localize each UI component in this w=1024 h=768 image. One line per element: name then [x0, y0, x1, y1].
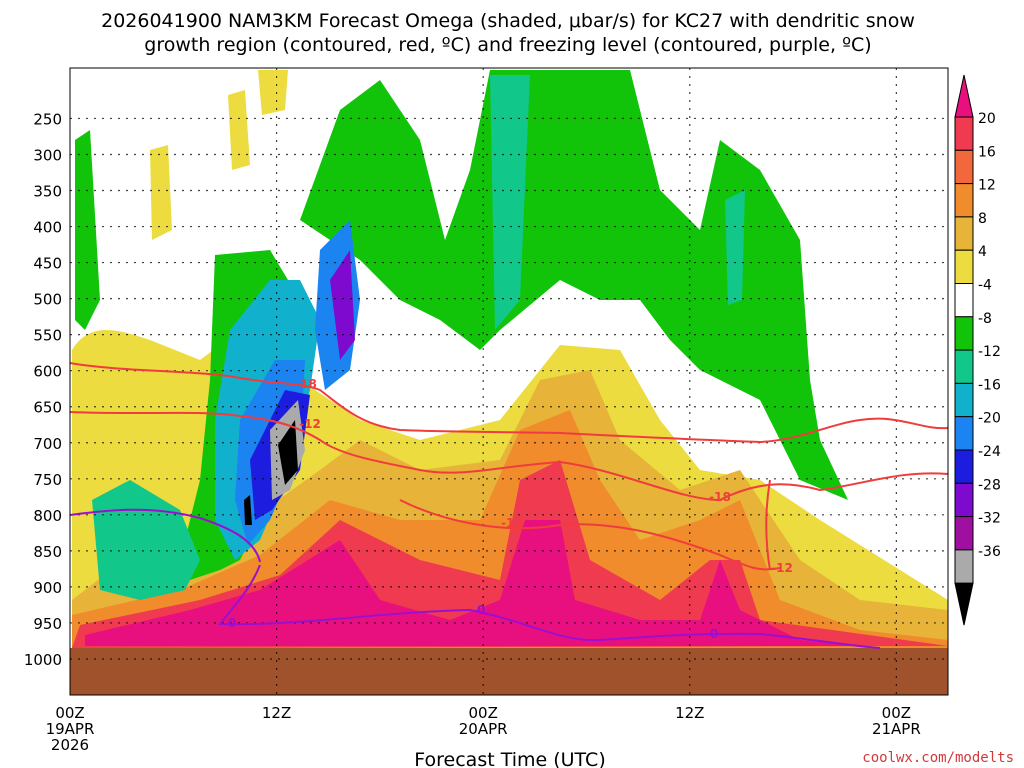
colorbar-label: -20: [978, 411, 1001, 427]
y-tick-label: 1000: [24, 651, 62, 669]
y-axis-ticks: 250 300 350 400 450 500 550 600 650 700 750 800 850 9…: [24, 110, 62, 669]
freezing-contour-main: [217, 564, 881, 649]
colorbar: 20 16 12 8 4 -4 -8 -12 -16 -20 -24 -28 -32 -36: [954, 74, 1001, 626]
y-tick-label: 450: [33, 255, 62, 273]
x-tick-label: 12Z: [262, 704, 291, 722]
colorbar-swatch: [954, 516, 974, 551]
y-tick-label: 300: [33, 146, 62, 164]
colorbar-swatch: [954, 449, 974, 484]
colorbar-label: -4: [978, 278, 992, 294]
y-tick-label: 550: [33, 327, 62, 345]
dgz-contour-upper: [70, 362, 948, 444]
omega-region-green-left: [75, 130, 100, 330]
plot-area: -18 -12 -12 -18 -12 0 0 0: [70, 68, 948, 695]
omega-region-teal-east: [725, 190, 745, 305]
dgz-label-4: -18: [709, 490, 731, 504]
x-tick-label: 12Z: [675, 704, 704, 722]
y-tick-label: 350: [33, 183, 62, 201]
colorbar-label: 8: [978, 211, 987, 227]
dgz-contour-mid: [399, 499, 781, 571]
freezing-contours: [70, 508, 881, 649]
omega-region-yellow-upper2: [258, 70, 288, 115]
y-tick-label: 600: [33, 363, 62, 381]
freezing-label-2: 0: [477, 603, 485, 617]
colorbar-swatch: [954, 283, 974, 318]
colorbar-swatch: [954, 116, 974, 151]
y-tick-label: 750: [33, 471, 62, 489]
y-tick-label: 800: [33, 507, 62, 525]
colorbar-swatch: [954, 316, 974, 351]
freezing-contour-west: [70, 508, 261, 563]
y-tick-label: 900: [33, 579, 62, 597]
colorbar-swatch: [954, 549, 974, 584]
plot-frame: [69, 67, 949, 696]
colorbar-swatch: [954, 416, 974, 451]
x-tick-label: 19APR: [46, 720, 95, 738]
colorbar-label: -8: [978, 311, 992, 327]
omega-region-purple: [330, 250, 355, 360]
y-tick-label: 500: [33, 291, 62, 309]
colorbar-label: 4: [978, 244, 987, 260]
colorbar-swatch: [954, 249, 974, 284]
colorbar-swatch: [954, 482, 974, 518]
colorbar-top-arrow: [954, 74, 974, 118]
omega-shading: [72, 70, 948, 648]
colorbar-label: -12: [978, 344, 1001, 360]
omega-region-magenta: [85, 520, 860, 646]
omega-region-yellow-upper3: [150, 145, 172, 240]
colorbar-swatch: [954, 149, 974, 185]
colorbar-swatch: [954, 382, 974, 418]
x-tick-label: 00Z: [55, 704, 84, 722]
colorbar-label: -28: [978, 477, 1001, 493]
chart-title-line1: 2026041900 NAM3KM Forecast Omega (shaded…: [101, 10, 915, 32]
y-tick-label: 700: [33, 435, 62, 453]
x-axis-label: Forecast Time (UTC): [414, 749, 605, 768]
y-tick-label: 850: [33, 543, 62, 561]
x-axis-ticks: 00Z19APR202612Z00Z20APR12Z00Z21APR12Z: [46, 704, 921, 754]
dgz-label-2: -12: [299, 417, 321, 431]
omega-region-teal: [490, 75, 530, 330]
dgz-contour-east: [765, 479, 771, 571]
colorbar-bottom-arrow: [954, 582, 974, 626]
omega-region-black: [278, 420, 298, 485]
colorbar-label: 20: [978, 111, 996, 127]
y-tick-label: 950: [33, 615, 62, 633]
dgz-label-3: -12: [501, 516, 523, 530]
omega-region-green: [300, 70, 848, 500]
credit-text: coolwx.com/modelts: [862, 750, 1014, 766]
freezing-label-3: 0: [710, 627, 718, 641]
dgz-contours: [70, 362, 948, 571]
colorbar-swatch: [954, 183, 974, 218]
y-tick-label: 650: [33, 399, 62, 417]
chart-title-line2: growth region (contoured, red, ºC) and f…: [144, 34, 871, 56]
dgz-label-1: -18: [295, 377, 317, 391]
colorbar-label: 12: [978, 178, 996, 194]
x-tick-label: 20APR: [459, 720, 508, 738]
x-tick-label: 2026: [51, 736, 89, 754]
grid-lines: [70, 68, 948, 695]
x-tick-label: 00Z: [468, 704, 497, 722]
omega-region-yellow-upper: [228, 90, 250, 170]
colorbar-label: -36: [978, 544, 1001, 560]
colorbar-label: -32: [978, 511, 1001, 527]
x-tick-label: 21APR: [872, 720, 921, 738]
omega-region-black-small: [244, 495, 252, 525]
colorbar-label: 16: [978, 144, 996, 160]
y-tick-label: 250: [33, 110, 62, 128]
freezing-label-1: 0: [228, 616, 236, 630]
colorbar-swatch: [954, 216, 974, 251]
colorbar-label: -16: [978, 377, 1001, 393]
y-tick-label: 400: [33, 219, 62, 237]
dgz-label-5: -12: [771, 561, 793, 575]
dgz-contour-lower: [70, 411, 948, 502]
ground-layer: [70, 648, 948, 695]
colorbar-label: -24: [978, 444, 1001, 460]
x-tick-label: 00Z: [882, 704, 911, 722]
colorbar-swatch: [954, 349, 974, 384]
